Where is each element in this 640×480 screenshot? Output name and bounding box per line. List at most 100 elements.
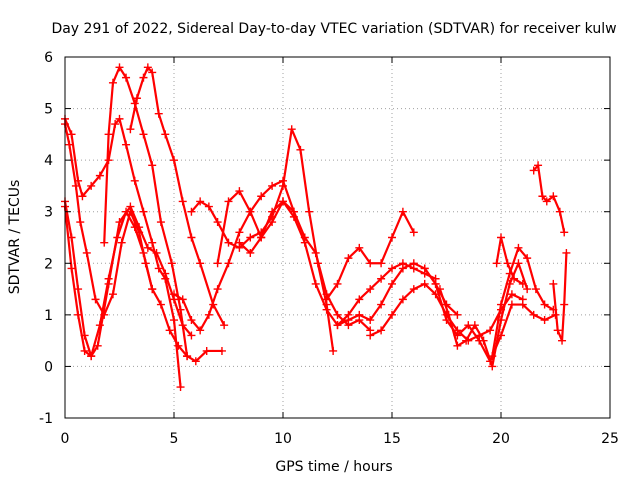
data-point bbox=[220, 321, 229, 330]
data-point bbox=[344, 254, 353, 263]
data-series bbox=[61, 63, 571, 392]
data-point bbox=[178, 295, 187, 304]
data-point bbox=[76, 218, 85, 227]
data-point bbox=[322, 305, 331, 314]
data-point bbox=[540, 316, 549, 325]
data-point bbox=[300, 238, 309, 247]
data-point bbox=[246, 248, 255, 257]
data-point bbox=[257, 233, 266, 242]
data-point bbox=[154, 264, 163, 273]
x-tick-label: 5 bbox=[170, 431, 179, 447]
data-point bbox=[108, 78, 117, 87]
data-point bbox=[435, 285, 444, 294]
data-point bbox=[71, 181, 80, 190]
data-point bbox=[191, 357, 200, 366]
data-point bbox=[74, 310, 83, 319]
data-point bbox=[488, 362, 497, 371]
data-point bbox=[139, 207, 148, 216]
data-point bbox=[296, 145, 305, 154]
data-point bbox=[492, 259, 501, 268]
data-point bbox=[204, 310, 213, 319]
data-point bbox=[104, 130, 113, 139]
data-point bbox=[95, 171, 104, 180]
data-point bbox=[503, 259, 512, 268]
data-point bbox=[333, 321, 342, 330]
data-point bbox=[139, 248, 148, 257]
data-point bbox=[156, 300, 165, 309]
data-point bbox=[165, 326, 174, 335]
data-point bbox=[117, 238, 126, 247]
data-point bbox=[196, 259, 205, 268]
data-point bbox=[167, 259, 176, 268]
data-point bbox=[130, 223, 139, 232]
data-point bbox=[420, 279, 429, 288]
data-point bbox=[224, 238, 233, 247]
tick-labels: 0 5 10 15 20 25 -1 0 1 2 3 4 5 6 bbox=[39, 50, 619, 447]
data-point bbox=[148, 238, 157, 247]
data-point bbox=[268, 207, 277, 216]
series-arc-19 bbox=[549, 248, 571, 345]
data-point bbox=[409, 285, 418, 294]
plot-frame bbox=[64, 56, 611, 419]
data-point bbox=[143, 243, 152, 252]
data-point bbox=[388, 310, 396, 319]
data-point bbox=[398, 295, 407, 304]
data-point bbox=[170, 290, 178, 299]
data-point bbox=[518, 300, 527, 309]
data-point bbox=[176, 383, 185, 392]
data-point bbox=[355, 310, 364, 319]
series-arc-17 bbox=[492, 233, 527, 288]
data-point bbox=[67, 130, 76, 139]
data-point bbox=[355, 295, 364, 304]
data-point bbox=[246, 233, 255, 242]
data-point bbox=[549, 192, 558, 201]
data-point bbox=[78, 192, 87, 201]
data-point bbox=[409, 228, 418, 237]
y-tick-label: 4 bbox=[44, 153, 53, 169]
data-point bbox=[510, 274, 519, 283]
x-tick-label: 10 bbox=[274, 431, 292, 447]
data-point bbox=[217, 346, 226, 355]
data-point bbox=[213, 259, 222, 268]
series-line bbox=[532, 164, 566, 234]
axis-ticks bbox=[64, 56, 611, 419]
data-point bbox=[246, 207, 255, 216]
data-point bbox=[560, 228, 569, 237]
data-point bbox=[549, 279, 558, 288]
data-point bbox=[305, 207, 314, 216]
data-point bbox=[257, 192, 266, 201]
data-point bbox=[122, 73, 131, 82]
data-point bbox=[507, 300, 516, 309]
data-point bbox=[462, 336, 471, 345]
data-point bbox=[235, 228, 244, 237]
data-point bbox=[453, 341, 462, 350]
data-point bbox=[322, 295, 331, 304]
data-point bbox=[161, 130, 170, 139]
data-point bbox=[156, 218, 165, 227]
data-point bbox=[540, 300, 549, 309]
data-point bbox=[534, 161, 543, 170]
data-point bbox=[139, 73, 148, 82]
data-point bbox=[560, 300, 569, 309]
x-axis-label: GPS time / hours bbox=[275, 459, 392, 475]
data-point bbox=[409, 259, 418, 268]
data-point bbox=[431, 279, 440, 288]
data-point bbox=[152, 248, 161, 257]
y-tick-label: -1 bbox=[39, 411, 53, 427]
data-point bbox=[529, 166, 538, 175]
data-point bbox=[377, 326, 386, 335]
data-point bbox=[366, 285, 375, 294]
data-point bbox=[388, 233, 396, 242]
data-point bbox=[355, 243, 364, 252]
data-point bbox=[196, 197, 205, 206]
series-line bbox=[491, 246, 555, 358]
data-point bbox=[122, 140, 131, 149]
data-point bbox=[143, 63, 152, 72]
series-line bbox=[103, 66, 189, 358]
data-point bbox=[170, 316, 178, 325]
data-point bbox=[279, 181, 287, 190]
data-point bbox=[187, 233, 196, 242]
series-arc-1 bbox=[61, 114, 185, 392]
data-point bbox=[213, 218, 222, 227]
data-point bbox=[333, 310, 342, 319]
